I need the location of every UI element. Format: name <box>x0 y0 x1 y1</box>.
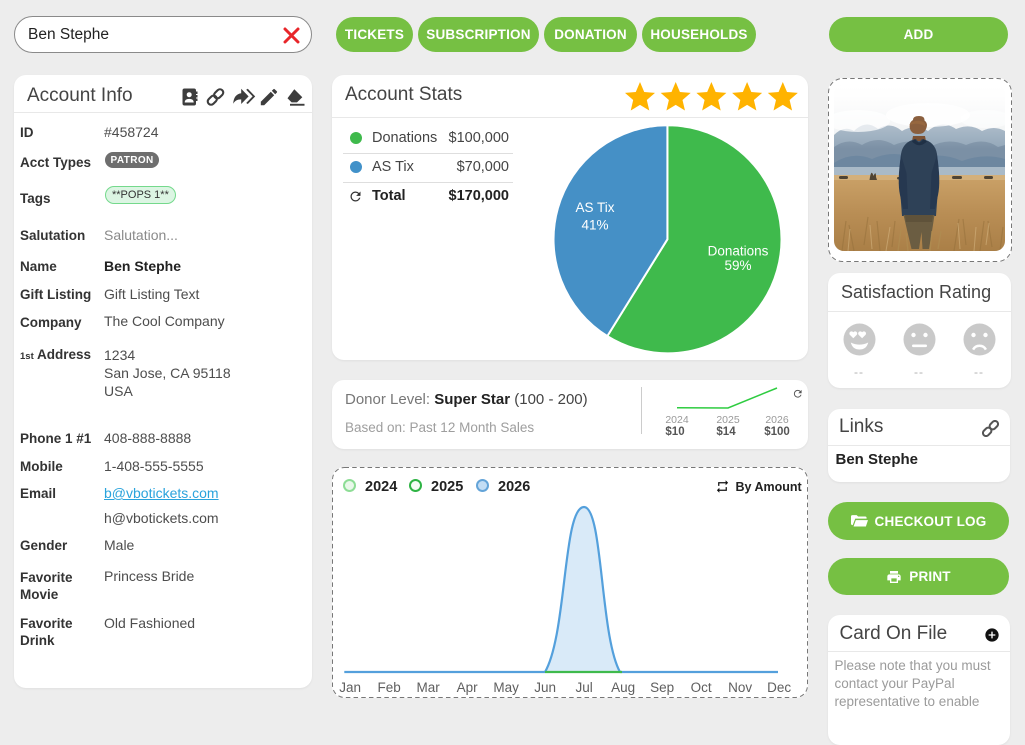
svg-text:2024: 2024 <box>665 414 689 426</box>
svg-text:2025: 2025 <box>716 414 740 426</box>
svg-text:$10: $10 <box>665 426 684 438</box>
svg-text:41%: 41% <box>581 218 608 233</box>
svg-text:AS Tix: AS Tix <box>575 200 614 215</box>
svg-text:Donations: Donations <box>708 244 769 259</box>
svg-text:$100: $100 <box>764 426 790 438</box>
svg-text:59%: 59% <box>724 258 751 273</box>
svg-text:2026: 2026 <box>765 414 789 426</box>
svg-text:$14: $14 <box>716 426 736 438</box>
